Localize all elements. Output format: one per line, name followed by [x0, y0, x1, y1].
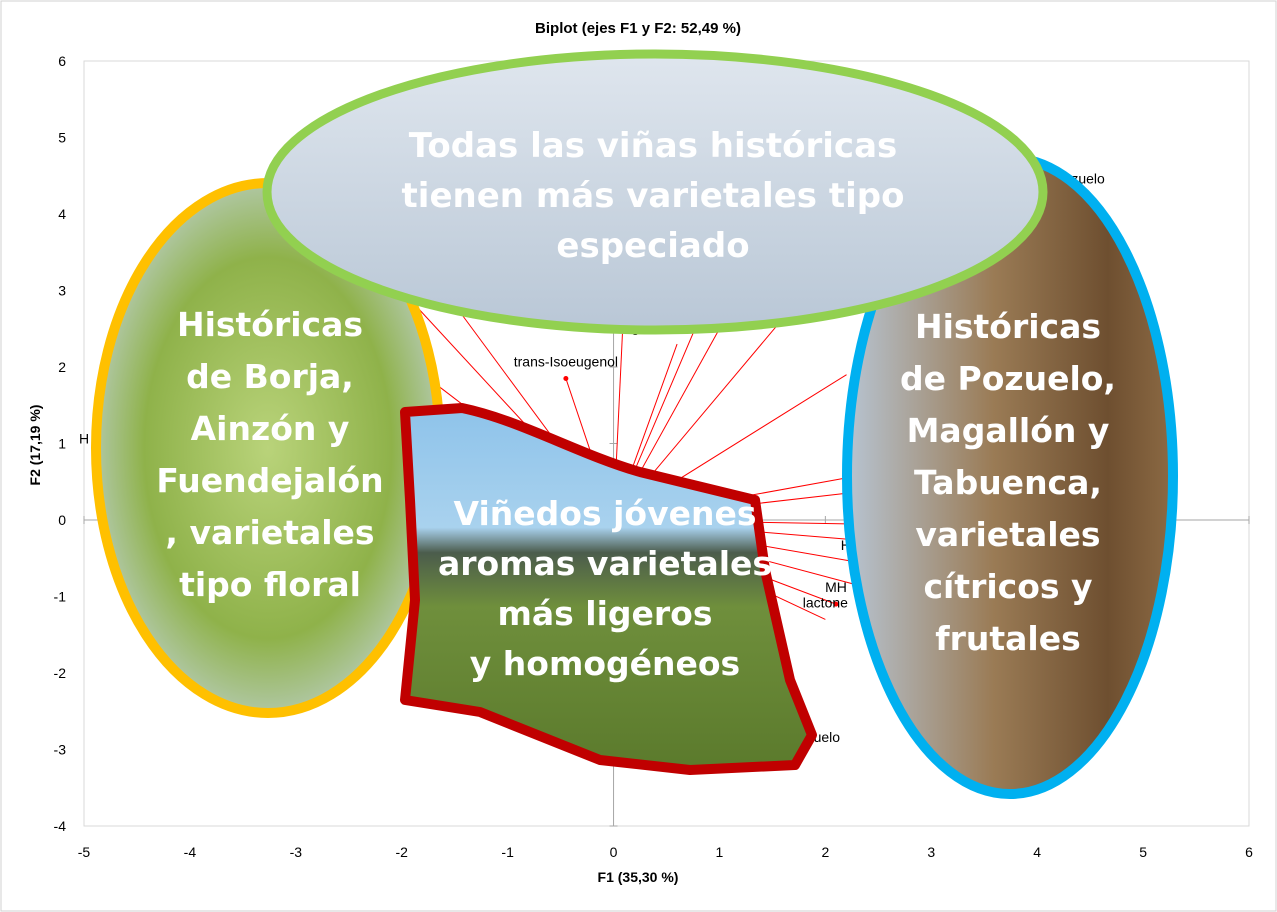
vector-label: lactone: [803, 594, 848, 610]
overlay-text-line: Históricas: [177, 305, 363, 344]
overlay-text-line: y homogéneos: [470, 644, 740, 683]
x-tick-label: 4: [1033, 844, 1041, 860]
y-tick-label: 2: [58, 359, 66, 375]
overlay-text-line: tipo floral: [179, 565, 361, 604]
overlay-text-line: aromas varietales: [438, 544, 772, 583]
overlay-text-line: varietales: [915, 515, 1100, 554]
overlay-orange-text: Históricas de Borja, Ainzón y Fuendejalón , …: [156, 305, 383, 604]
vector-label: MH: [825, 579, 847, 595]
overlay-red-shape: Viñedos jóvenes aromas varietales más lige…: [400, 403, 817, 775]
overlay-text-line: Históricas: [915, 307, 1101, 346]
vector-marker: [563, 375, 569, 381]
overlay-text-line: cítricos y: [923, 567, 1092, 606]
x-tick-label: -3: [290, 844, 303, 860]
overlay-text-line: de Borja,: [186, 357, 354, 396]
y-tick-label: 4: [58, 206, 66, 222]
y-tick-label: -2: [54, 665, 67, 681]
overlay-text-line: Viñedos jóvenes: [454, 494, 757, 533]
x-tick-label: -4: [184, 844, 197, 860]
x-tick-label: -2: [396, 844, 409, 860]
x-axis-label: F1 (35,30 %): [598, 869, 679, 885]
overlay-text-line: tienen más varietales tipo: [402, 176, 905, 216]
x-tick-label: -1: [501, 844, 514, 860]
overlay-text-line: , varietales: [165, 513, 374, 552]
x-tick-label: -5: [78, 844, 91, 860]
overlay-text-line: de Pozuelo,: [900, 359, 1116, 398]
x-tick-label: 0: [610, 844, 618, 860]
overlay-text-line: Ainzón y: [191, 409, 350, 448]
overlay-text-line: Todas las viñas históricas: [409, 126, 898, 166]
x-tick-label: 1: [716, 844, 724, 860]
y-tick-label: -3: [54, 742, 67, 758]
vector-marker: [833, 601, 839, 607]
overlay-text-line: frutales: [935, 619, 1081, 658]
y-tick-label: 5: [58, 130, 66, 146]
y-axis-label: F2 (17,19 %): [27, 405, 43, 486]
y-tick-label: 3: [58, 283, 66, 299]
y-tick-label: 6: [58, 53, 66, 69]
overlay-text-line: Tabuenca,: [914, 463, 1102, 502]
overlay-text-line: Magallón y: [907, 411, 1110, 450]
vector-label: trans-Isoeugenol: [514, 353, 618, 369]
x-tick-label: 3: [927, 844, 935, 860]
overlay-text-line: más ligeros: [498, 594, 713, 633]
y-tick-label: 0: [58, 512, 66, 528]
x-tick-label: 2: [821, 844, 829, 860]
y-tick-label: -4: [54, 818, 67, 834]
overlay-red-text: Viñedos jóvenes aromas varietales más lige…: [438, 494, 772, 683]
overlay-green-text: Todas las viñas históricas tienen más var…: [402, 126, 905, 266]
x-tick-label: 5: [1139, 844, 1147, 860]
overlay-text-line: Fuendejalón: [156, 461, 383, 500]
x-tick-label: 6: [1245, 844, 1253, 860]
overlay-text-line: especiado: [556, 226, 749, 266]
overlay-green-ellipse: Todas las viñas históricas tienen más var…: [262, 49, 1048, 335]
observation-label: H: [79, 431, 89, 447]
chart-title: Biplot (ejes F1 y F2: 52,49 %): [535, 20, 741, 37]
y-tick-label: -1: [54, 589, 67, 605]
y-tick-label: 1: [58, 436, 66, 452]
overlay-blue-text: Históricas de Pozuelo, Magallón y Tabuenca,…: [900, 307, 1116, 658]
